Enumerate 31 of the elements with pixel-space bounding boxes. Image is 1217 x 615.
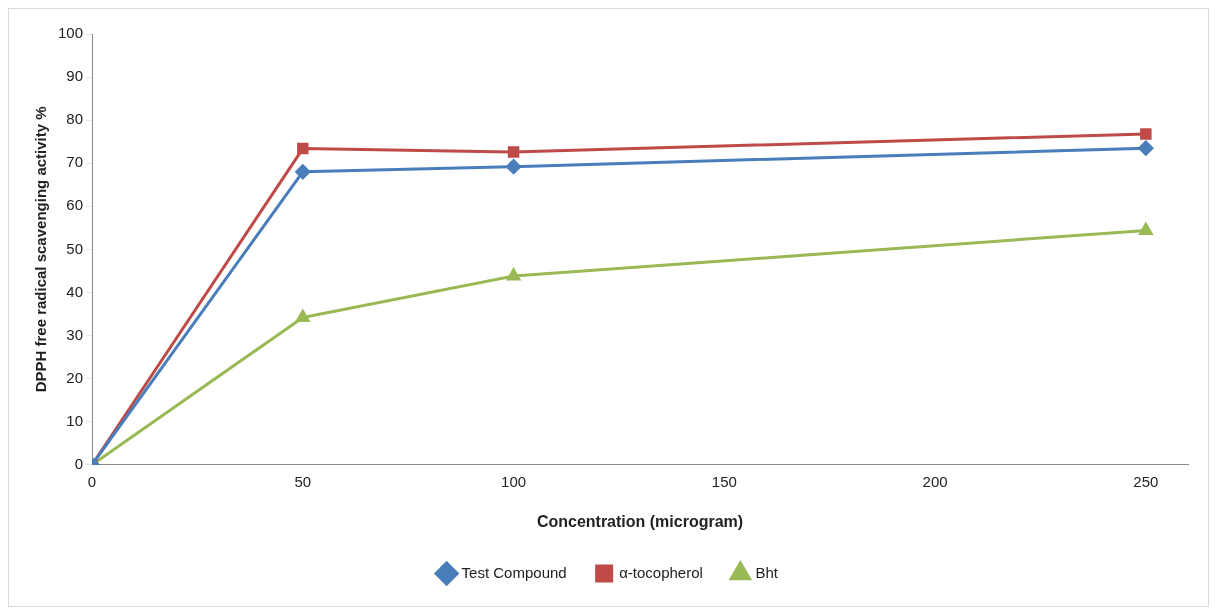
- x-tick-label: 0: [87, 472, 97, 490]
- point: [295, 164, 311, 180]
- point: [1140, 128, 1152, 140]
- point: [507, 146, 520, 158]
- x-tick-label: 150: [711, 472, 737, 490]
- point: [1139, 222, 1153, 235]
- y-tick-label: 50: [66, 239, 84, 257]
- y-tick-label: 100: [58, 24, 84, 42]
- y-tick-label: 10: [66, 411, 84, 429]
- point: [506, 159, 522, 175]
- x-tick-label: 100: [501, 472, 527, 490]
- point: [506, 268, 521, 281]
- x-axis-title: Concentration (microgram): [536, 512, 744, 530]
- point: [1138, 140, 1154, 156]
- y-tick-label: 20: [66, 368, 84, 386]
- y-axis-title: DPPH free radical scavenging activity %: [32, 106, 50, 393]
- legend-label: Test Compound: [461, 563, 567, 581]
- x-tick-label: 200: [922, 472, 948, 490]
- point: [296, 309, 310, 322]
- x-tick-label: 50: [294, 472, 312, 490]
- y-tick-label: 0: [74, 454, 84, 472]
- legend-label: Bht: [755, 563, 779, 581]
- point: [297, 142, 309, 155]
- y-tick-label: 80: [66, 110, 84, 128]
- y-tick-label: 40: [66, 282, 84, 300]
- y-tick-label: 90: [66, 67, 84, 85]
- y-tick-label: 30: [66, 325, 84, 343]
- legend-label: α-tocopherol: [619, 563, 703, 581]
- y-tick-label: 60: [66, 196, 84, 214]
- y-tick-label: 70: [66, 153, 84, 171]
- x-tick-label: 250: [1133, 472, 1159, 490]
